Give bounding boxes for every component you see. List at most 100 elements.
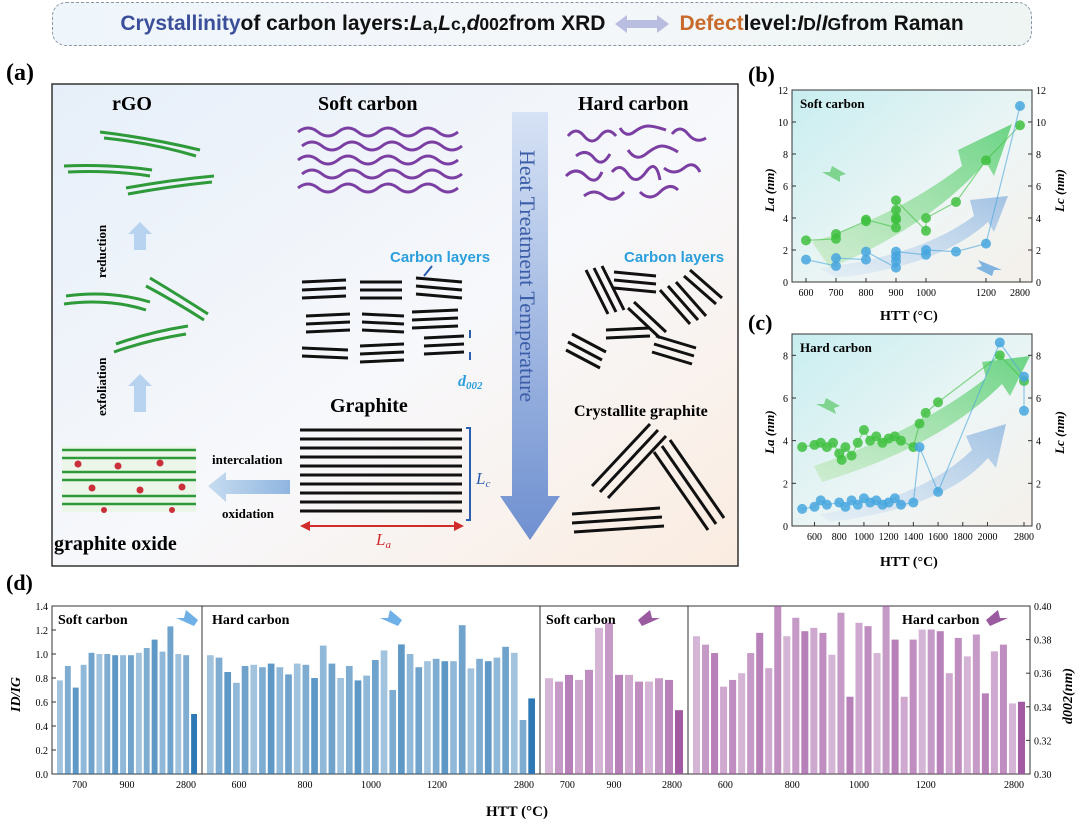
y-right-tick-label: 6 [1036,182,1041,193]
rgo-sheets-illustration [63,130,215,354]
bar [207,655,214,774]
header-d-sub: 002 [479,13,509,34]
y-left-tick-label: 6 [783,394,788,405]
bar [1017,701,1025,774]
bar [159,651,166,774]
y-right-tick-label: 0.40 [1034,602,1052,613]
bar [1008,703,1016,774]
bar [389,690,397,774]
x-tick-label: 2800 [1014,532,1034,543]
y-left-tick-label: 8 [783,150,788,161]
bar [224,672,232,774]
bar [756,632,764,774]
header-slash: / [815,12,822,35]
data-point-la [896,435,906,446]
la-arrow-left-icon [300,521,310,531]
chart-d-label-soft-1: Soft carbon [58,613,128,628]
bar [837,612,845,774]
y-left-tick-label: 2 [783,479,788,490]
data-point-la [891,205,901,215]
data-point-lc [801,254,811,265]
x-tick-label: 2000 [977,532,997,543]
header-id: I [797,12,804,35]
chart-d: Soft carbon Hard carbon Soft carbon Hard… [9,602,1076,820]
bar [801,631,809,774]
bar [963,656,971,774]
data-point-lc [921,245,931,255]
x-tick-label: 1200 [427,780,447,791]
label-la: La [375,530,391,551]
bar [88,652,95,774]
y-right-tick-label: 4 [1036,214,1041,225]
chart-d-arrow-2-icon [380,610,402,626]
bar [665,679,673,774]
bar [484,661,492,774]
bar [605,622,613,774]
header-from-xrd: from XRD [508,12,606,35]
bar [918,629,926,774]
bar [927,629,935,774]
bar [406,654,414,774]
bar [655,678,663,774]
header-lc: L [438,12,451,35]
header-comma-2: , [460,12,467,35]
soft-carbon-layers-illustration [301,276,465,364]
bar [151,639,158,774]
x-tick-label: 700 [829,288,844,299]
bar [565,674,573,774]
y-right-tick-label: 2 [1036,246,1041,257]
label-lc: Lc [475,469,490,490]
bar [167,626,174,774]
chart-b-right-arrow-icon [976,260,1002,276]
label-reduction: reduction [94,224,109,278]
data-point-la [840,442,851,453]
data-point-la [933,397,944,408]
bar [909,639,917,774]
header-lc-sub: c [451,13,461,34]
bar [467,668,475,774]
chart-b-xlabel: HTT (°C) [880,309,938,324]
data-point-lc [933,486,944,497]
bar [80,664,87,774]
y-left-tick-label: 6 [783,182,788,193]
bar [241,666,249,774]
chart-b-ylabel-right: Lc (nm) [1052,169,1067,213]
bar [259,667,266,774]
x-tick-label: 2800 [662,780,682,791]
bar [345,666,353,774]
label-intercalation: intercalation [212,452,283,467]
data-point-la [846,450,857,461]
y-right-tick-label: 0.30 [1034,770,1052,781]
bar [267,663,275,774]
bar [575,679,583,774]
chart-c-green-trend-arrow-icon [814,356,1030,482]
heat-treatment-arrow-icon [500,112,560,540]
data-point-lc [809,501,820,512]
label-exfoliation: exfoliation [94,357,109,416]
chart-d-xlabel: HTT (°C) [486,804,548,820]
bar [711,653,719,774]
x-tick-label: 600 [799,288,814,299]
data-point-lc [797,503,808,514]
x-tick-label: 700 [72,780,87,791]
x-tick-label: 2800 [1010,288,1030,299]
bar [191,714,197,774]
data-point-lc [840,501,851,512]
y-right-tick-label: 12 [1036,86,1046,97]
bar [143,648,150,774]
chart-d-label-hard-2: Hard carbon [902,613,980,628]
chart-b: Soft carbon La (nm) Lc (nm) HTT (°C) 0 2 4… [762,86,1067,324]
data-point-lc [981,238,991,249]
bar [337,678,344,774]
y-right-tick-label: 8 [1036,351,1041,362]
chart-c-title: Hard carbon [800,340,873,355]
chart-b-green-trend-arrow-icon [812,124,1012,268]
header-crystallinity: Crystallinity [120,12,241,35]
bar [783,636,791,774]
carbon-layers-pointer-icon [423,265,433,277]
bar [981,693,989,774]
data-point-la [994,350,1005,361]
x-tick-label: 1200 [879,532,899,543]
y-left-tick-label: 0.8 [36,674,49,685]
chart-c-ylabel-right: Lc (nm) [1052,411,1067,455]
